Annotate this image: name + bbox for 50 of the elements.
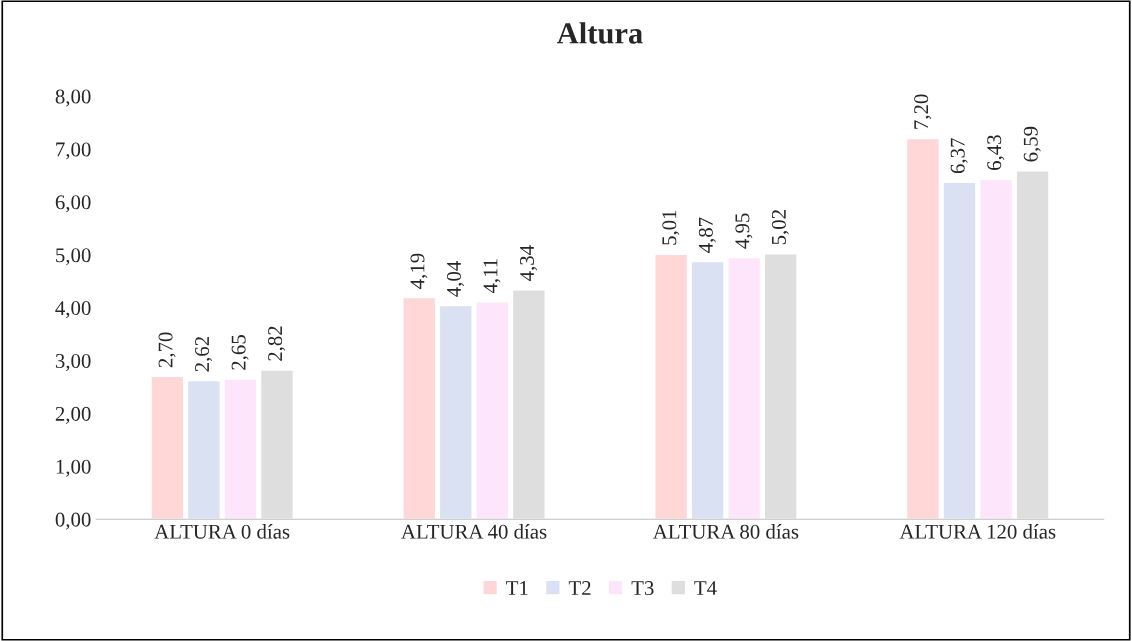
bar bbox=[978, 178, 1014, 520]
data-label: 4,11 bbox=[483, 259, 501, 294]
data-label: 2,65 bbox=[231, 335, 249, 370]
y-tick-label: 1,00 bbox=[56, 459, 91, 477]
data-label: 4,19 bbox=[410, 253, 428, 289]
x-tick-label: ALTURA 80 días bbox=[652, 524, 799, 539]
bar bbox=[1015, 170, 1050, 520]
y-tick-label: 5,00 bbox=[56, 248, 91, 266]
bar bbox=[259, 369, 295, 520]
bar bbox=[905, 137, 941, 520]
data-label: 6,59 bbox=[1023, 126, 1041, 162]
legend-label: T2 bbox=[568, 581, 591, 595]
bar bbox=[438, 304, 473, 520]
data-label: 5,02 bbox=[771, 210, 789, 245]
x-tick-label: ALTURA 40 días bbox=[401, 524, 547, 539]
x-tick-label: ALTURA 120 días bbox=[899, 524, 1056, 539]
bar bbox=[475, 301, 510, 520]
data-label: 7,20 bbox=[914, 94, 932, 129]
data-label: 4,04 bbox=[446, 261, 464, 297]
legend-label: T1 bbox=[506, 581, 528, 595]
data-label: 6,37 bbox=[950, 138, 968, 174]
bar bbox=[942, 181, 977, 520]
bar bbox=[223, 378, 258, 520]
y-tick-label: 0,00 bbox=[55, 512, 91, 530]
legend-label: T4 bbox=[694, 581, 717, 595]
bar bbox=[150, 375, 185, 520]
data-label: 2,62 bbox=[195, 337, 213, 372]
y-tick-label: 3,00 bbox=[55, 353, 91, 371]
data-label: 2,82 bbox=[268, 326, 286, 361]
bar bbox=[763, 253, 798, 520]
chart-title: Altura bbox=[556, 22, 643, 44]
y-tick-label: 8,00 bbox=[55, 89, 91, 107]
bar bbox=[727, 256, 762, 520]
bar bbox=[511, 289, 546, 520]
y-tick-label: 2,00 bbox=[55, 406, 91, 424]
bar bbox=[402, 296, 437, 520]
bar bbox=[186, 379, 221, 520]
legend-label: T3 bbox=[631, 581, 654, 596]
bar bbox=[690, 260, 725, 520]
y-tick-label: 7,00 bbox=[56, 142, 91, 160]
bar bbox=[654, 253, 689, 520]
y-tick-label: 6,00 bbox=[55, 195, 91, 213]
x-tick-label: ALTURA 0 días bbox=[154, 524, 290, 539]
data-label: 6,43 bbox=[987, 135, 1005, 170]
data-label: 5,01 bbox=[662, 210, 680, 245]
data-label: 2,70 bbox=[158, 332, 176, 368]
data-label: 4,95 bbox=[735, 213, 753, 249]
data-label: 4,34 bbox=[520, 245, 538, 281]
data-label: 4,87 bbox=[698, 217, 716, 253]
y-tick-label: 4,00 bbox=[55, 301, 91, 319]
